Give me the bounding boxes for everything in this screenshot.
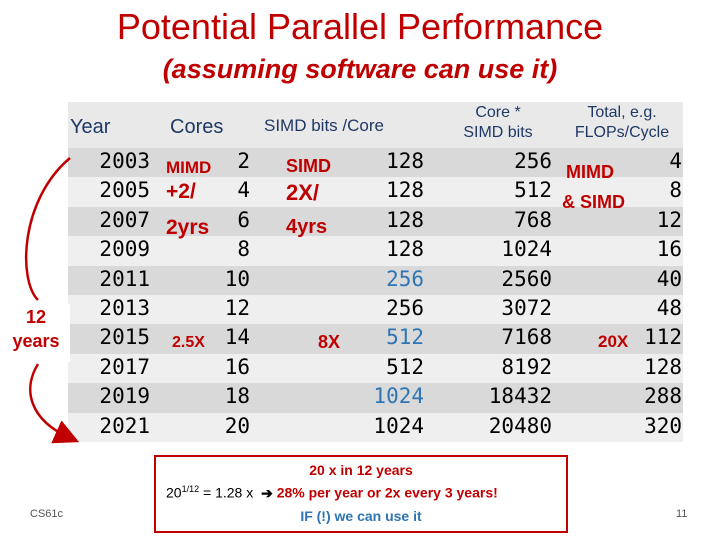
- cell-total: 112: [644, 325, 682, 350]
- cell-cores: 12: [224, 296, 250, 320]
- cell-cores: 8: [237, 237, 250, 262]
- page-number: 11: [676, 508, 688, 520]
- cell-cores: 14: [224, 325, 250, 350]
- simd-label: SIMD: [286, 156, 331, 176]
- cell-total: 128: [644, 354, 682, 379]
- table-row-stripe: [68, 383, 683, 413]
- course-label: CS61c: [30, 508, 64, 520]
- cell-total: 4: [669, 149, 682, 173]
- cell-core-simd: 256: [514, 149, 552, 173]
- cell-cores: 2: [237, 149, 250, 173]
- mimd-rate-line1: +2/: [166, 180, 196, 203]
- footer-line1: 20 x in 12 years: [309, 462, 413, 478]
- table-row-stripe: [68, 295, 683, 325]
- cell-cores: 10: [224, 266, 250, 291]
- slide-title: Potential Parallel Performance: [116, 6, 604, 47]
- simd-rate-line1: 2X/: [286, 180, 320, 205]
- table-row-stripe: [68, 177, 683, 207]
- cell-year: 2005: [99, 178, 150, 203]
- formula-exponent: 1/12: [181, 484, 200, 494]
- cell-simd-bits: 1024: [373, 384, 424, 409]
- header-core-simd-line1: Core *: [475, 104, 521, 121]
- formula-base: 20: [166, 484, 182, 501]
- table-row-stripe: [68, 353, 683, 384]
- cell-simd-bits: 256: [386, 266, 424, 291]
- table-row-stripe: [68, 206, 683, 237]
- cell-core-simd: 18432: [488, 384, 552, 409]
- cores-growth-label: 2.5X: [172, 334, 205, 351]
- cell-core-simd: 1024: [501, 237, 552, 262]
- cell-year: 2019: [99, 384, 150, 409]
- cell-cores: 18: [224, 384, 250, 409]
- header-core-simd-line2: SIMD bits: [463, 124, 533, 141]
- table-row-stripe: [68, 236, 683, 266]
- cell-total: 40: [656, 266, 682, 291]
- table-row-stripe: [68, 412, 683, 442]
- cell-year: 2007: [99, 207, 150, 232]
- table-row-stripe: [68, 148, 683, 178]
- cell-year: 2009: [99, 237, 150, 262]
- cell-cores: 6: [237, 207, 250, 232]
- header-year: Year: [70, 116, 111, 138]
- cell-simd-bits: 256: [386, 296, 424, 320]
- table-header-band: [68, 102, 683, 148]
- cell-simd-bits: 512: [386, 325, 424, 350]
- cell-total: 288: [644, 384, 682, 409]
- cell-core-simd: 768: [514, 207, 552, 232]
- cell-year: 2021: [99, 413, 150, 438]
- total-label-mimd: MIMD: [566, 162, 614, 182]
- side-label-box: [4, 304, 70, 362]
- total-label-simd: & SIMD: [562, 192, 625, 212]
- table-row-stripe: [68, 324, 683, 354]
- cell-total: 8: [669, 178, 682, 203]
- slide-subtitle: (assuming software can use it): [162, 54, 558, 84]
- cell-year: 2015: [99, 325, 150, 350]
- arrow-icon: ➔: [261, 484, 273, 501]
- cell-core-simd: 20480: [488, 413, 552, 438]
- years-count: 12: [25, 307, 47, 327]
- formula-result: = 1.28 x: [199, 484, 254, 501]
- cell-simd-bits: 128: [386, 149, 424, 173]
- cell-core-simd: 2560: [501, 266, 552, 291]
- cell-core-simd: 7168: [501, 325, 552, 350]
- cell-simd-bits: 512: [386, 354, 424, 379]
- header-simd-bits: SIMD bits /Core: [264, 116, 384, 135]
- cell-total: 320: [644, 413, 682, 438]
- cell-total: 16: [656, 237, 682, 262]
- cell-core-simd: 512: [514, 178, 552, 203]
- years-word: years: [12, 331, 60, 351]
- cell-core-simd: 3072: [501, 296, 552, 320]
- cell-cores: 20: [224, 413, 250, 438]
- header-total-line2: FLOPs/Cycle: [574, 124, 670, 141]
- total-growth-label: 20X: [598, 332, 629, 351]
- cell-total: 12: [656, 207, 682, 232]
- cell-year: 2013: [99, 296, 150, 320]
- cell-year: 2011: [99, 266, 150, 291]
- mimd-rate-line2: 2yrs: [166, 216, 210, 239]
- footer-line3: IF (!) we can use it: [300, 508, 422, 524]
- cell-simd-bits: 128: [386, 178, 424, 203]
- cell-year: 2017: [99, 354, 150, 379]
- cell-simd-bits: 1024: [373, 413, 424, 438]
- footer-line2: 201/12 = 1.28 x ➔ 28% per year or 2x eve…: [166, 484, 498, 502]
- header-total-line1: Total, e.g.: [587, 104, 657, 121]
- header-cores: Cores: [170, 116, 224, 138]
- cell-cores: 4: [237, 178, 250, 203]
- footer-callout: [154, 455, 568, 533]
- footer-claim: 28% per year or 2x every 3 years!: [272, 484, 498, 501]
- cell-year: 2003: [99, 149, 150, 173]
- simd-growth-label: 8X: [318, 332, 341, 352]
- cell-total: 48: [656, 296, 682, 320]
- cell-simd-bits: 128: [386, 207, 424, 232]
- simd-rate-line2: 4yrs: [286, 216, 328, 238]
- cell-simd-bits: 128: [386, 237, 424, 262]
- table-row-stripe: [68, 265, 683, 295]
- cell-cores: 16: [224, 354, 250, 379]
- mimd-label: MIMD: [166, 158, 212, 177]
- cell-core-simd: 8192: [501, 354, 552, 379]
